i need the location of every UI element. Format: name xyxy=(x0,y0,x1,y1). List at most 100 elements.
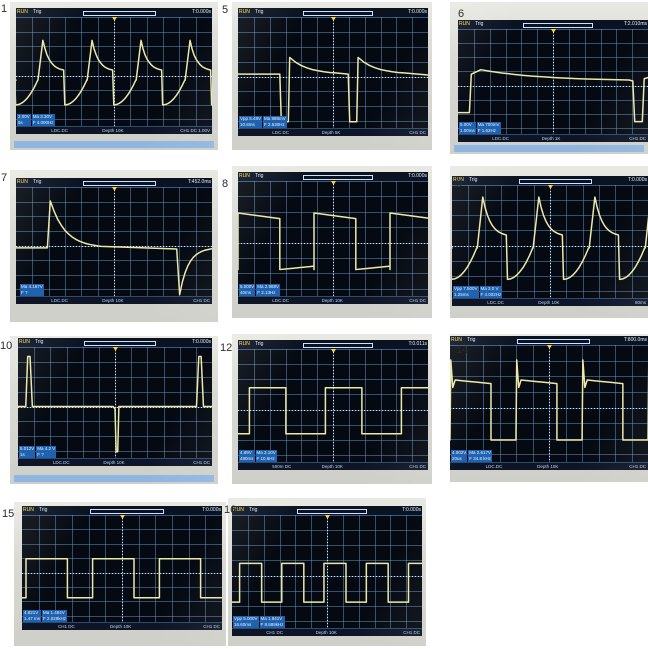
timebase-readout[interactable]: 1s xyxy=(19,452,36,458)
vertical-scale-readout[interactable]: 5.000V xyxy=(239,284,256,290)
frequency-readout[interactable]: F 2.530Hz xyxy=(263,122,287,128)
trigger-position-marker-icon[interactable] xyxy=(551,29,556,33)
max-voltage-readout[interactable]: Ma 1.484V xyxy=(42,610,68,616)
memory-depth-readout[interactable]: Depth 10K xyxy=(538,300,560,305)
scope-screen-12[interactable]: RUN Trig T:0.011s 4.89V 480ms Ma 3.10V F 10.6H… xyxy=(238,340,428,470)
memory-position-bar[interactable] xyxy=(303,11,373,16)
vertical-scale-readout[interactable]: 4.821V xyxy=(23,610,42,616)
vertical-scale-readout[interactable]: 4.89V xyxy=(239,450,255,456)
run-indicator[interactable]: RUN xyxy=(17,9,28,15)
vertical-scale-readout[interactable]: Vpp 7.500V xyxy=(453,286,479,292)
measurement-readout-panel[interactable]: Vpp 5.48V 10.8ms Ma 988mV F 2.530Hz xyxy=(239,116,288,128)
coupling-readout[interactable]: LDC.DC xyxy=(492,136,509,141)
frequency-readout[interactable]: F 2.13Hz xyxy=(256,290,281,296)
scope-photo-1[interactable]: RUN Trig T:0.000s 2.00V 5s Ma 3.30V F 4.000Hz L… xyxy=(10,2,218,150)
measurement-readout-panel[interactable]: Vpp 5.000V 16.60ms Ma 1.841V F 8.689kHz xyxy=(233,616,286,628)
run-indicator[interactable]: RUN xyxy=(451,337,462,343)
run-indicator[interactable]: RUN xyxy=(239,173,250,179)
memory-position-bar[interactable] xyxy=(84,341,156,346)
run-indicator[interactable]: RUN xyxy=(453,177,464,183)
memory-position-bar[interactable] xyxy=(517,339,590,344)
vertical-scale-readout[interactable]: 5.012V xyxy=(19,446,36,452)
coupling-readout[interactable]: LDC.DC xyxy=(487,300,505,305)
scope-screen-15[interactable]: RUN Trig T:0.000s 4.821V 1.47 ms Ma 1.484V F 2… xyxy=(22,506,222,630)
memory-depth-readout[interactable]: Depth 10K xyxy=(103,460,125,465)
frequency-readout[interactable]: F 2.029kHz xyxy=(42,616,68,622)
memory-depth-readout[interactable]: Depth 10K xyxy=(321,298,343,303)
trigger-position-marker-icon[interactable] xyxy=(120,515,125,519)
scope-screen-16[interactable]: RUN Trig T:0.000s Vpp 5.000V 16.60ms Ma 1.841… xyxy=(232,506,422,636)
trigger-source-readout[interactable]: CH1 DC xyxy=(409,130,426,135)
memory-depth-readout[interactable]: Depth 10K xyxy=(110,624,132,629)
timebase-readout[interactable]: 5s xyxy=(17,120,31,126)
trigger-source-readout[interactable]: 80ms xyxy=(634,300,646,305)
coupling-readout[interactable]: LDC.DC xyxy=(52,460,70,465)
scope-photo-7[interactable]: RUN Trig T:452.0ms Ma 4.167V F ? LDC.DC Depth … xyxy=(10,170,218,322)
trigger-source-readout[interactable]: CH1 DC xyxy=(203,624,220,629)
timebase-readout[interactable]: 20us xyxy=(451,456,468,462)
run-indicator[interactable]: RUN xyxy=(23,507,34,513)
trigger-source-readout[interactable]: CH1 DC xyxy=(629,136,646,141)
trigger-source-readout[interactable]: CH1 DC xyxy=(193,460,210,465)
timebase-readout[interactable]: 480ms xyxy=(239,456,255,462)
run-indicator[interactable]: RUN xyxy=(239,341,250,347)
max-voltage-readout[interactable]: Ma 988mV xyxy=(263,116,287,122)
memory-position-bar[interactable] xyxy=(303,343,373,348)
trigger-position-marker-icon[interactable] xyxy=(112,187,117,191)
measurement-readout-panel[interactable]: 4.002V 20us Ma 2.617V F 34.8 kHz xyxy=(451,450,493,462)
vertical-scale-readout[interactable]: 4.002V xyxy=(451,450,468,456)
scope-screen-1[interactable]: RUN Trig T:0.000s 2.00V 5s Ma 3.30V F 4.000Hz L… xyxy=(16,8,212,134)
memory-depth-readout[interactable]: Depth 10K xyxy=(321,464,343,469)
max-voltage-readout[interactable]: Ma 3.0 V xyxy=(479,286,503,292)
trigger-source-readout[interactable]: CH1 DC xyxy=(409,298,426,303)
coupling-readout[interactable]: CH1 DC xyxy=(58,624,75,629)
max-voltage-readout[interactable]: Ma 700mV xyxy=(476,122,501,128)
memory-position-bar[interactable] xyxy=(83,11,156,16)
max-voltage-readout[interactable]: Ma 1.841V xyxy=(259,616,285,622)
scope-screen-5[interactable]: RUN Trig T:0.000s Vpp 5.48V 10.8ms Ma 988mV F … xyxy=(238,8,428,136)
scope-photo-12[interactable]: RUN Trig T:0.011s 4.89V 480ms Ma 3.10V F 10.6H… xyxy=(232,334,432,484)
trigger-position-marker-icon[interactable] xyxy=(325,515,330,519)
memory-depth-readout[interactable]: Depth 10K xyxy=(537,464,559,469)
max-voltage-readout[interactable]: Ma 3.30V xyxy=(31,114,55,120)
memory-position-bar[interactable] xyxy=(83,181,156,186)
run-indicator[interactable]: RUN xyxy=(19,339,30,345)
memory-depth-readout[interactable]: Depth 1K xyxy=(541,136,561,141)
coupling-readout[interactable]: LDC.DC xyxy=(51,128,69,133)
measurement-readout-panel[interactable]: Ma 4.167V F ? xyxy=(17,284,45,296)
max-voltage-readout[interactable]: Ma 2.988V xyxy=(256,284,281,290)
frequency-readout[interactable]: F 4.002Hz xyxy=(479,292,503,298)
trigger-position-marker-icon[interactable] xyxy=(548,185,553,189)
trigger-source-readout[interactable]: CH1 DC xyxy=(193,298,210,303)
memory-position-bar[interactable] xyxy=(303,175,373,180)
timebase-readout[interactable]: 16.60ms xyxy=(233,622,259,628)
trigger-position-marker-icon[interactable] xyxy=(331,17,336,21)
measurement-readout-panel[interactable]: 5.000V 40ms Ma 2.988V F 2.13Hz xyxy=(239,284,281,296)
frequency-readout[interactable]: F ? xyxy=(36,452,57,458)
memory-position-bar[interactable] xyxy=(523,23,593,28)
frequency-readout[interactable]: F 34.8 kHz xyxy=(468,456,493,462)
max-voltage-readout[interactable]: Ma 3.10V xyxy=(255,450,277,456)
timebase-readout[interactable]: 1.25ms xyxy=(453,292,479,298)
trigger-position-marker-icon[interactable] xyxy=(331,181,336,185)
run-indicator[interactable]: RUN xyxy=(17,179,28,185)
frequency-readout[interactable]: F 4.000Hz xyxy=(31,120,55,126)
frequency-readout[interactable]: F 1.62Hz xyxy=(476,128,501,134)
coupling-readout[interactable]: LDC.DC xyxy=(51,298,69,303)
frequency-readout[interactable]: F 8.689kHz xyxy=(259,622,285,628)
memory-position-bar[interactable] xyxy=(297,509,367,514)
scope-screen-8[interactable]: RUN Trig T:0.000s 5.000V 40ms Ma 2.988V F 2.13… xyxy=(238,172,428,304)
vertical-scale-readout[interactable]: Vpp 5.000V xyxy=(233,616,259,622)
trigger-source-readout[interactable]: CH1 DC xyxy=(403,630,420,635)
frequency-readout[interactable]: F 10.6Hz xyxy=(255,456,277,462)
vertical-scale-readout[interactable]: 5.00V xyxy=(459,122,476,128)
vertical-scale-readout[interactable]: 2.00V xyxy=(17,114,31,120)
scope-photo-5[interactable]: RUN Trig T:0.000s Vpp 5.48V 10.8ms Ma 988mV F … xyxy=(232,2,432,150)
run-indicator[interactable]: RUN xyxy=(459,21,470,27)
timebase-readout[interactable]: 1.47 ms xyxy=(23,616,42,622)
coupling-readout[interactable]: LDC.DC xyxy=(272,130,289,135)
